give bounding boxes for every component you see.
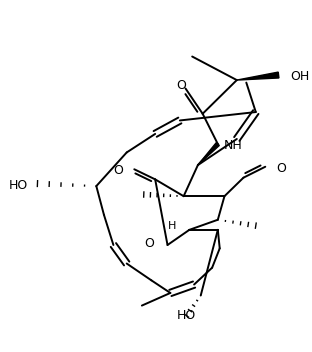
Text: HO: HO	[177, 309, 196, 322]
Text: H: H	[168, 221, 176, 231]
Text: O: O	[144, 237, 154, 250]
Polygon shape	[237, 72, 279, 80]
Text: O: O	[277, 162, 286, 175]
Polygon shape	[198, 143, 219, 165]
Text: O: O	[176, 78, 186, 92]
Text: HO: HO	[9, 179, 28, 192]
Text: OH: OH	[290, 70, 309, 83]
Text: O: O	[113, 164, 123, 177]
Text: NH: NH	[224, 139, 242, 152]
